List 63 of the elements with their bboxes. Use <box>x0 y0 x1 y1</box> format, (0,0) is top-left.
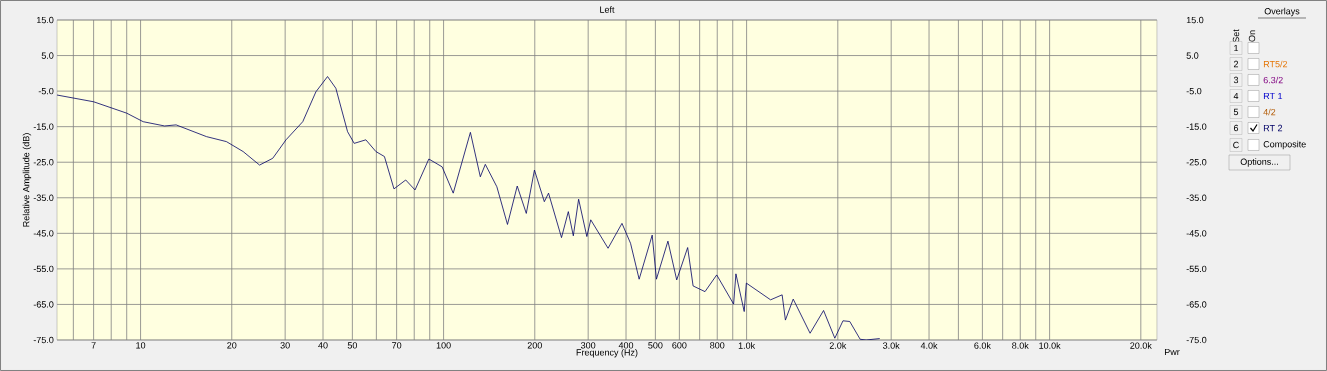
x-tick-label: 200 <box>527 342 542 349</box>
text: Options... <box>1240 158 1278 167</box>
x-tick-label: 400 <box>618 342 634 349</box>
x-tick-label: 300 <box>581 342 596 349</box>
text: RT 2 <box>1263 124 1283 132</box>
x-tick-label: 20.0k <box>1130 342 1152 349</box>
x-tick-label: 40 <box>318 342 328 349</box>
x-tick-label: 10.0k <box>1039 342 1061 349</box>
x-tick-label: 2.0k <box>829 342 847 349</box>
y2-tick-label: 15.0 <box>1186 16 1204 24</box>
text: On <box>1248 30 1256 42</box>
y2-tick-label: -45.0 <box>1186 230 1207 237</box>
y2-tick-label: -35.0 <box>1186 194 1207 201</box>
y2-tick-label: -25.0 <box>1186 159 1207 166</box>
y-tick-label: -25.0 <box>33 159 54 166</box>
y-tick-label: -15.0 <box>33 123 54 130</box>
text: 6 <box>1233 124 1239 132</box>
y-tick-label: 15.0 <box>37 16 54 24</box>
text: 4/2 <box>1263 108 1276 116</box>
y-tick-label: -75.0 <box>33 336 54 344</box>
chart-title: Left <box>600 6 615 13</box>
x-tick-label: 7 <box>91 342 96 349</box>
y2-tick-label: -65.0 <box>1186 301 1207 308</box>
y-tick-label: 5.0 <box>41 52 54 59</box>
y2-tick-label: -15.0 <box>1186 123 1207 130</box>
text: 2 <box>1233 60 1239 68</box>
x-tick-label: 500 <box>648 342 663 349</box>
y-tick-label: -35.0 <box>33 194 54 201</box>
x-tick-label: 20 <box>227 342 237 349</box>
text: Composite <box>1263 140 1306 150</box>
y-tick-label: -5.0 <box>38 87 54 95</box>
text: 5 <box>1233 108 1239 116</box>
x-tick-label: 70 <box>392 342 402 349</box>
y-tick-label: -45.0 <box>33 230 54 237</box>
text: Set <box>1232 29 1240 43</box>
x-tick-label: 3.0k <box>883 342 900 349</box>
x-tick-label: 10 <box>136 342 146 349</box>
y2-tick-label: -55.0 <box>1186 265 1207 273</box>
text: 1 <box>1234 44 1239 52</box>
x-tick-label: 30 <box>280 342 290 349</box>
x-tick-label: 4.0k <box>920 342 938 349</box>
x-tick-label: 100 <box>436 342 451 349</box>
y2-tick-label: -75.0 <box>1186 336 1207 344</box>
x-tick-label: 8.0k <box>1012 342 1029 349</box>
text: RT 1 <box>1263 92 1283 100</box>
x-tick-label: 800 <box>710 342 725 349</box>
text: Pwr <box>1164 348 1180 356</box>
x-axis-title: Frequency (Hz) <box>576 348 638 358</box>
text: RT5/2 <box>1263 60 1288 68</box>
text: Overlays <box>1264 7 1300 17</box>
text: 6.3/2 <box>1263 76 1283 84</box>
x-tick-label: 600 <box>672 342 687 349</box>
text: 3 <box>1233 76 1239 84</box>
text: C <box>1233 141 1239 149</box>
x-tick-label: 1.0k <box>738 342 756 349</box>
y-axis-title: Relative Amplitude (dB) <box>22 133 32 227</box>
y2-tick-label: 5.0 <box>1186 52 1199 59</box>
y2-tick-label: -5.0 <box>1186 87 1202 95</box>
x-tick-label: 6.0k <box>974 342 991 349</box>
y-tick-label: -55.0 <box>33 265 54 273</box>
y-tick-label: -65.0 <box>33 301 54 308</box>
text: 4 <box>1233 92 1239 100</box>
x-tick-label: 50 <box>347 342 358 349</box>
